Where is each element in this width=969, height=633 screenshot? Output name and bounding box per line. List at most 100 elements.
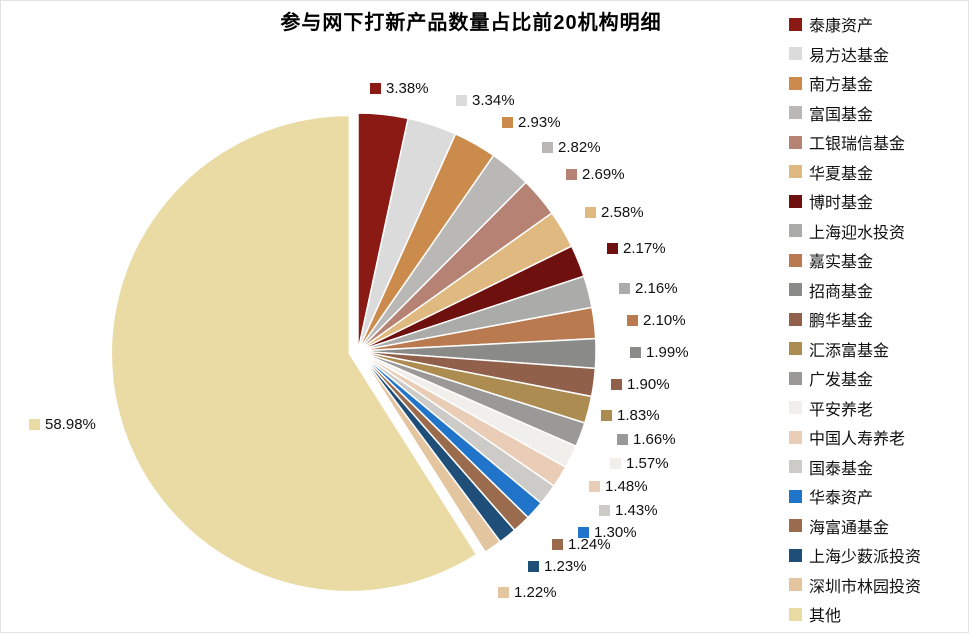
legend-color-swatch — [789, 106, 802, 119]
legend-label: 泰康资产 — [809, 16, 874, 35]
slice-value-text: 1.99% — [646, 343, 689, 361]
slice-value-label: 1.90% — [611, 375, 670, 393]
legend-label: 平安养老 — [809, 399, 874, 419]
slice-value-label: 2.16% — [619, 279, 678, 297]
legend-item: 中国人寿养老 — [789, 427, 921, 448]
slice-value-label: 1.57% — [610, 454, 669, 472]
slice-color-swatch — [611, 378, 622, 390]
slice-value-text: 2.16% — [635, 279, 678, 297]
slice-value-label: 1.24% — [552, 535, 611, 553]
slice-color-swatch — [566, 168, 577, 180]
legend-color-swatch — [789, 17, 802, 31]
slice-color-swatch — [578, 526, 589, 538]
slice-value-text: 2.10% — [643, 311, 686, 329]
legend-color-swatch — [789, 253, 802, 267]
legend-item: 易方达基金 — [789, 44, 921, 65]
legend-color-swatch — [789, 430, 802, 444]
slice-value-label: 2.58% — [585, 203, 644, 221]
pie-slice-深圳市林园投资 — [357, 350, 502, 554]
legend-item: 海富通基金 — [789, 516, 921, 537]
slice-color-swatch — [552, 538, 563, 550]
legend-color-swatch — [789, 371, 802, 385]
legend-color-swatch — [789, 224, 802, 237]
legend-label: 中国人寿养老 — [809, 429, 906, 448]
slice-color-swatch — [502, 116, 513, 128]
slice-value-text: 1.48% — [605, 477, 648, 495]
legend-item: 工银瑞信基金 — [789, 132, 921, 153]
slice-value-label: 1.48% — [589, 477, 648, 495]
slice-color-swatch — [607, 242, 618, 254]
legend-label: 海富通基金 — [809, 517, 890, 537]
slice-value-label: 1.83% — [601, 406, 660, 424]
legend-label: 上海迎水投资 — [809, 222, 906, 242]
slice-value-label: 2.17% — [607, 239, 666, 257]
legend-label: 华泰资产 — [809, 488, 874, 507]
legend-color-swatch — [789, 548, 802, 562]
slice-value-text: 1.43% — [615, 501, 658, 519]
slice-value-text: 3.34% — [472, 91, 515, 109]
slice-value-label: 58.98% — [29, 415, 96, 433]
slice-color-swatch — [456, 94, 467, 106]
legend-color-swatch — [789, 342, 802, 355]
legend-item: 深圳市林园投资 — [789, 575, 922, 596]
legend-color-swatch — [789, 135, 802, 149]
legend-label: 富国基金 — [809, 104, 874, 124]
legend-color-swatch — [789, 165, 802, 178]
legend-color-swatch — [789, 283, 802, 296]
legend-item: 南方基金 — [789, 73, 921, 94]
legend-label: 汇添富基金 — [809, 340, 890, 360]
legend-label: 深圳市林园投资 — [809, 576, 922, 596]
slice-value-label: 1.66% — [617, 430, 676, 448]
legend-item: 平安养老 — [789, 398, 921, 419]
slice-value-text: 1.24% — [568, 535, 611, 553]
slice-value-text: 58.98% — [45, 415, 96, 433]
legend-label: 南方基金 — [809, 75, 874, 94]
slice-color-swatch — [29, 418, 40, 430]
legend-item: 上海少薮派投资 — [789, 545, 922, 566]
legend-color-swatch — [789, 312, 802, 326]
slice-color-swatch — [370, 82, 381, 94]
slice-value-text: 1.57% — [626, 454, 669, 472]
slice-color-swatch — [589, 480, 600, 492]
slice-color-swatch — [585, 206, 596, 218]
slice-value-text: 1.23% — [544, 557, 587, 575]
legend-label: 华夏基金 — [809, 163, 874, 183]
legend-color-swatch — [789, 76, 802, 90]
legend-label: 工银瑞信基金 — [809, 134, 906, 153]
legend-color-swatch — [789, 47, 802, 60]
legend-color-swatch — [789, 460, 802, 473]
slice-value-label: 2.10% — [627, 311, 686, 329]
slice-value-text: 2.93% — [518, 113, 561, 131]
slice-value-text: 2.69% — [582, 165, 625, 183]
legend-item: 上海迎水投资 — [789, 221, 921, 242]
pie-slice-其他 — [110, 114, 478, 593]
legend-item: 招商基金 — [789, 280, 921, 301]
slice-value-text: 1.83% — [617, 406, 660, 424]
legend-item: 华泰资产 — [789, 486, 921, 507]
slice-value-label: 3.34% — [456, 91, 515, 109]
legend: 泰康资产 易方达基金 南方基金 富国基金 工银瑞信基金 华夏基金 博时基金 上海迎水投资 嘉实基… — [789, 14, 922, 625]
legend-label: 国泰基金 — [809, 458, 874, 478]
chart-title: 参与网下打新产品数量占比前20机构明细 — [280, 12, 662, 34]
slice-color-swatch — [630, 346, 641, 358]
legend-item: 广发基金 — [789, 368, 921, 389]
legend-color-swatch — [789, 578, 802, 591]
legend-label: 鹏华基金 — [809, 311, 874, 330]
slice-value-text: 3.38% — [386, 79, 429, 97]
slice-value-text: 1.90% — [627, 375, 670, 393]
slice-value-label: 1.22% — [498, 583, 557, 601]
slice-color-swatch — [617, 433, 628, 445]
legend-color-swatch — [789, 489, 802, 503]
slice-value-text: 1.66% — [633, 430, 676, 448]
slice-value-label: 1.99% — [630, 343, 689, 361]
legend-item: 嘉实基金 — [789, 250, 921, 271]
legend-label: 上海少薮派投资 — [809, 547, 922, 566]
slice-color-swatch — [627, 314, 638, 326]
slice-color-swatch — [610, 457, 621, 469]
slice-value-label: 2.82% — [542, 138, 601, 156]
slice-value-text: 1.22% — [514, 583, 557, 601]
slice-color-swatch — [542, 141, 553, 153]
legend-color-swatch — [789, 194, 802, 208]
legend-label: 广发基金 — [809, 370, 874, 389]
